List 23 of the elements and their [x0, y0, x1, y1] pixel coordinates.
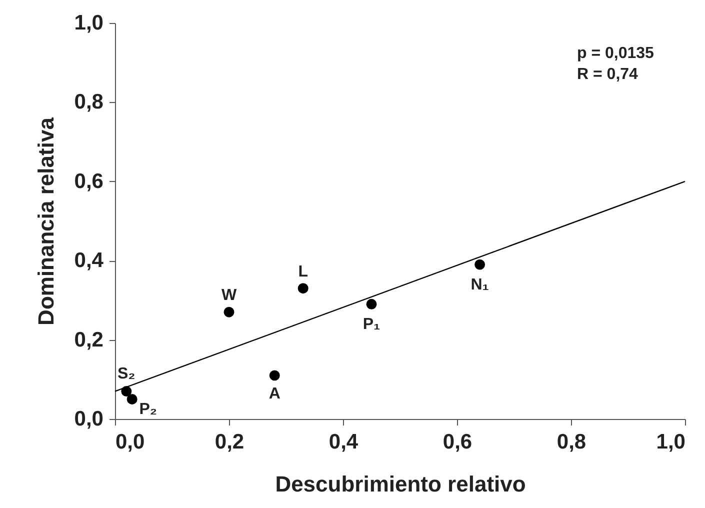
annotation: L — [298, 263, 308, 280]
annotation: S₂ — [118, 365, 136, 382]
annotation: N₁ — [470, 276, 490, 294]
x-tick-label: 1,0 — [656, 430, 686, 454]
y-tick-label: 0,8 — [74, 90, 104, 114]
y-tick-label: 0,4 — [74, 249, 104, 272]
x-tick-label: 0,4 — [328, 430, 358, 454]
x-tick-label: 0,2 — [214, 430, 244, 454]
x-axis-title: Descubrimiento relativo — [275, 472, 526, 496]
annotation: R = 0,74 — [577, 66, 638, 83]
x-tick-label: 0,0 — [116, 430, 145, 454]
y-tick-label: 0,2 — [74, 328, 104, 352]
annotation: A — [268, 385, 281, 402]
y-tick-label: 1,0 — [74, 12, 104, 34]
x-tick-label: 0,8 — [556, 430, 586, 454]
annotation: p = 0,0135 — [577, 45, 654, 62]
annotation: W — [221, 287, 238, 304]
y-axis-title: Dominancia relativa — [33, 116, 58, 326]
annotation: P₁ — [362, 316, 381, 334]
y-tick-label: 0,0 — [74, 408, 104, 430]
y-tick-label: 0,6 — [74, 170, 104, 193]
x-tick-label: 0,6 — [442, 430, 472, 454]
annotation: P₂ — [139, 401, 157, 418]
